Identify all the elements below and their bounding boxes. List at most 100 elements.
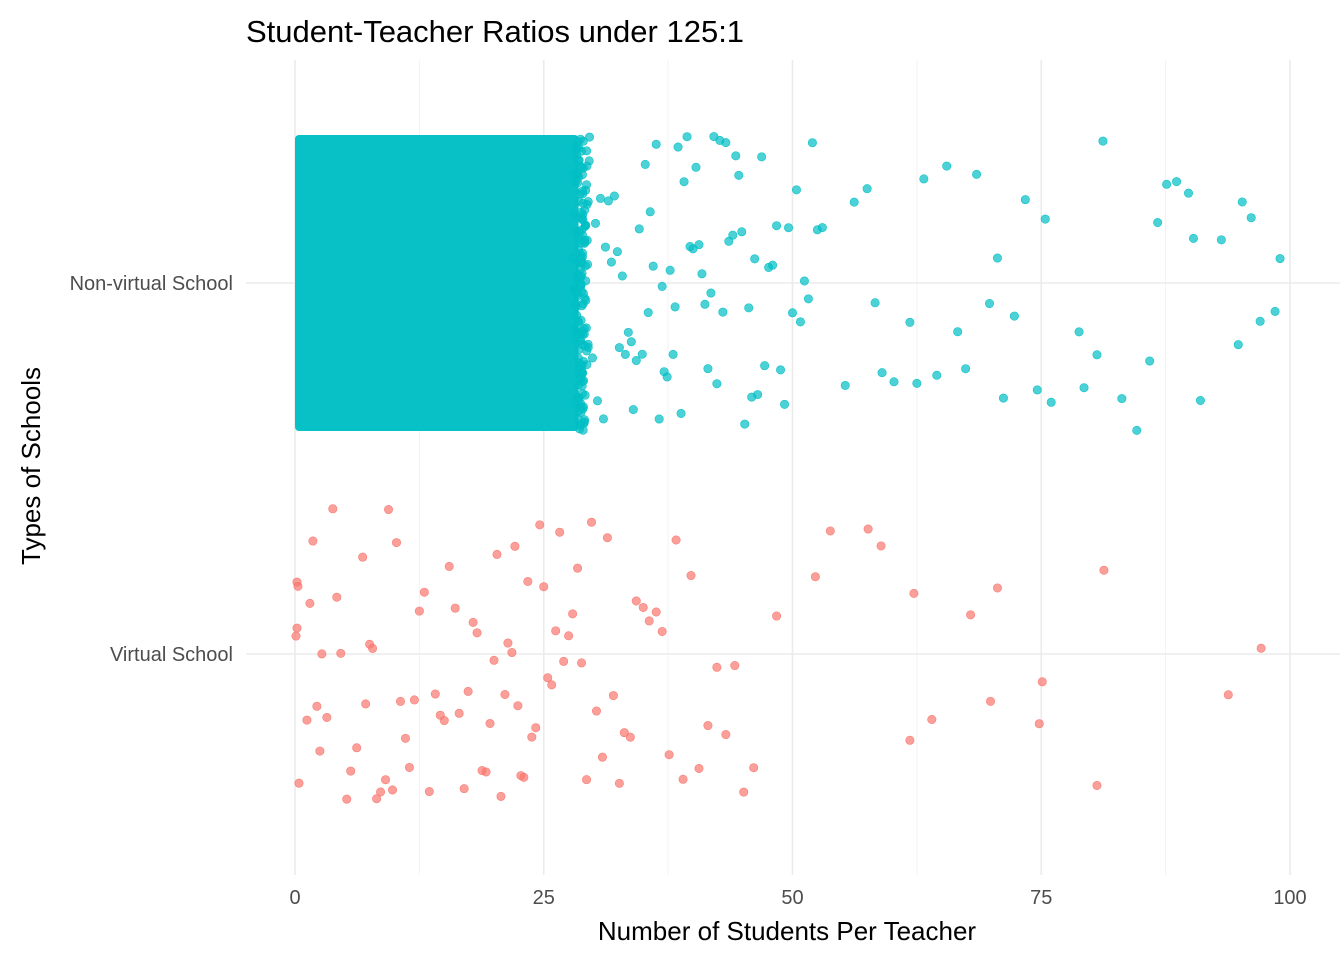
data-point xyxy=(384,505,394,515)
data-point xyxy=(336,648,346,658)
data-point xyxy=(292,577,302,587)
data-point xyxy=(620,349,630,359)
data-point xyxy=(712,379,722,389)
data-point xyxy=(932,370,942,380)
data-point xyxy=(972,169,982,179)
data-point xyxy=(572,291,582,301)
data-point xyxy=(876,541,886,551)
data-point xyxy=(740,419,750,429)
x-tick-label: 50 xyxy=(781,887,803,909)
data-point xyxy=(317,649,327,659)
data-point xyxy=(648,261,658,271)
x-tick-label: 75 xyxy=(1030,887,1052,909)
data-point xyxy=(1188,233,1198,243)
data-point xyxy=(631,356,641,366)
data-point xyxy=(998,393,1008,403)
data-point xyxy=(500,689,510,699)
data-point xyxy=(381,775,391,785)
data-point xyxy=(424,787,434,797)
data-point xyxy=(576,271,586,281)
data-point xyxy=(1216,235,1226,245)
data-point xyxy=(986,696,996,706)
data-point xyxy=(1009,311,1019,321)
data-point xyxy=(328,504,338,514)
data-point xyxy=(555,527,565,537)
data-point xyxy=(671,535,681,545)
data-point xyxy=(795,317,805,327)
data-point xyxy=(753,390,763,400)
data-point xyxy=(1270,306,1280,316)
data-point xyxy=(576,403,586,413)
data-point xyxy=(1145,356,1155,366)
x-axis-title: Number of Students Per Teacher xyxy=(598,916,977,946)
data-point xyxy=(1046,397,1056,407)
data-point xyxy=(807,138,817,148)
data-point xyxy=(750,254,760,264)
data-point xyxy=(638,602,648,612)
data-point xyxy=(576,255,586,265)
data-point xyxy=(703,721,713,731)
data-point xyxy=(637,349,647,359)
data-point xyxy=(606,257,616,267)
data-point xyxy=(577,360,587,370)
data-point xyxy=(1099,565,1109,575)
data-point xyxy=(1040,214,1050,224)
data-point xyxy=(953,327,963,337)
data-point xyxy=(585,132,595,142)
data-point xyxy=(598,414,608,424)
data-point xyxy=(654,414,664,424)
data-point xyxy=(985,299,995,309)
data-point xyxy=(414,606,424,616)
data-point xyxy=(909,588,919,598)
data-point xyxy=(346,766,356,776)
data-point xyxy=(612,247,622,257)
data-point xyxy=(966,610,976,620)
data-point xyxy=(582,775,592,785)
data-point xyxy=(691,162,701,172)
data-point xyxy=(739,787,749,797)
data-point xyxy=(308,536,318,546)
data-point xyxy=(302,715,312,725)
data-point xyxy=(634,224,644,234)
data-point xyxy=(1256,643,1266,653)
data-point xyxy=(905,317,915,327)
data-point xyxy=(574,226,584,236)
data-point xyxy=(503,638,513,648)
data-point xyxy=(1074,327,1084,337)
data-point xyxy=(849,197,859,207)
data-point xyxy=(1246,213,1256,223)
data-point xyxy=(588,353,598,363)
y-axis-title: Types of Schools xyxy=(16,367,46,565)
data-point xyxy=(352,743,362,753)
data-point xyxy=(870,298,880,308)
data-point xyxy=(643,308,653,318)
data-point xyxy=(728,230,738,240)
data-point xyxy=(657,281,667,291)
data-point xyxy=(569,210,579,220)
data-point xyxy=(686,571,696,581)
data-point xyxy=(574,245,584,255)
data-point xyxy=(294,778,304,788)
data-point xyxy=(737,227,747,237)
y-tick-label: Non-virtual School xyxy=(70,273,233,295)
data-point xyxy=(791,185,801,195)
data-point xyxy=(670,302,680,312)
data-point xyxy=(535,520,545,530)
chart-title: Student-Teacher Ratios under 125:1 xyxy=(246,14,744,49)
data-point xyxy=(485,718,495,728)
y-tick-labels: Non-virtual School Virtual School xyxy=(70,273,233,666)
data-point xyxy=(332,592,342,602)
data-point xyxy=(712,662,722,672)
data-point xyxy=(1117,394,1127,404)
data-point xyxy=(749,763,759,773)
data-point xyxy=(1092,780,1102,790)
data-point xyxy=(840,380,850,390)
data-point xyxy=(919,174,929,184)
data-point xyxy=(305,598,315,608)
data-point xyxy=(780,399,790,409)
data-point xyxy=(582,161,592,171)
dense-point-cloud xyxy=(295,135,579,431)
points-layer xyxy=(291,132,1285,804)
data-point xyxy=(863,524,873,534)
data-point xyxy=(614,343,624,353)
